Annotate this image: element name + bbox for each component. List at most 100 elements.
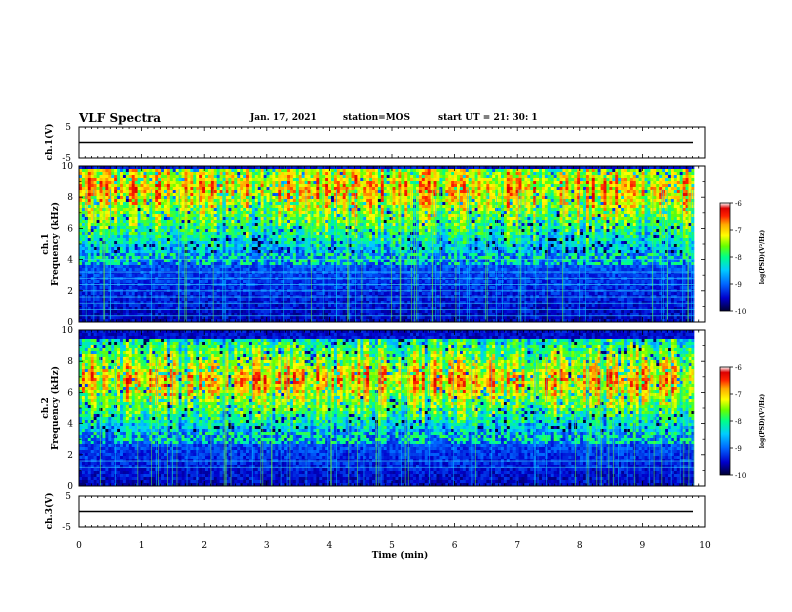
spectrogram-cell bbox=[554, 229, 557, 232]
spectrogram-cell bbox=[618, 220, 621, 223]
spectrogram-cell bbox=[205, 232, 208, 235]
spectrogram-cell bbox=[302, 217, 305, 220]
spectrogram-cell bbox=[653, 172, 656, 175]
spectrogram-cell bbox=[264, 175, 267, 178]
spectrogram-cell bbox=[460, 214, 463, 217]
spectrogram-cell bbox=[428, 199, 431, 202]
spectrogram-cell bbox=[161, 232, 164, 235]
spectrogram-cell bbox=[261, 175, 264, 178]
spectrogram-cell bbox=[436, 232, 439, 235]
spectrogram-cell bbox=[278, 223, 281, 226]
spectrogram-cell bbox=[267, 217, 270, 220]
spectrogram-cell bbox=[337, 187, 340, 190]
spectrogram-cell bbox=[187, 178, 190, 181]
spectrogram-cell bbox=[434, 184, 437, 187]
spectrogram-cell bbox=[141, 211, 144, 214]
spectrogram-cell bbox=[475, 205, 478, 208]
spectrogram-cell bbox=[592, 196, 595, 199]
spectrogram-cell bbox=[504, 217, 507, 220]
spectrogram-cell bbox=[190, 193, 193, 196]
spectrogram-cell bbox=[536, 223, 539, 226]
spectrogram-cell bbox=[158, 226, 161, 229]
spectrogram-cell bbox=[609, 214, 612, 217]
spectrogram-cell bbox=[580, 217, 583, 220]
spectrogram-cell bbox=[231, 211, 234, 214]
spectrogram-cell bbox=[85, 178, 88, 181]
spectrogram-cell bbox=[275, 199, 278, 202]
spectrogram-cell bbox=[287, 169, 290, 172]
spectrogram-cell bbox=[132, 175, 135, 178]
spectrogram-cell bbox=[478, 181, 481, 184]
spectrogram-cell bbox=[580, 169, 583, 172]
spectrogram-cell bbox=[354, 223, 357, 226]
spectrogram-cell bbox=[498, 169, 501, 172]
spectrogram-cell bbox=[542, 187, 545, 190]
spectrogram-cell bbox=[381, 217, 384, 220]
spectrogram-cell bbox=[375, 175, 378, 178]
spectrogram-cell bbox=[395, 217, 398, 220]
spectrogram-cell bbox=[642, 196, 645, 199]
spectrogram-cell bbox=[316, 220, 319, 223]
spectrogram-cell bbox=[483, 169, 486, 172]
spectrogram-cell bbox=[463, 187, 466, 190]
spectrogram-cell bbox=[612, 229, 615, 232]
spectrogram-cell bbox=[313, 181, 316, 184]
spectrogram-cell bbox=[618, 181, 621, 184]
spectrogram-cell bbox=[261, 202, 264, 205]
spectrogram-cell bbox=[190, 232, 193, 235]
spectrogram-cell bbox=[674, 202, 677, 205]
spectrogram-cell bbox=[149, 220, 152, 223]
spectrogram-cell bbox=[601, 226, 604, 229]
spectrogram-cell bbox=[255, 205, 258, 208]
spectrogram-cell bbox=[677, 187, 680, 190]
spectrogram-cell bbox=[190, 211, 193, 214]
spectrogram-cell bbox=[100, 187, 103, 190]
spectrogram-cell bbox=[583, 220, 586, 223]
spectrogram-cell bbox=[287, 190, 290, 193]
spectrogram-cell bbox=[404, 199, 407, 202]
spectrogram-cell bbox=[316, 223, 319, 226]
spectrogram-cell bbox=[331, 184, 334, 187]
spectrogram-cell bbox=[328, 211, 331, 214]
spectrogram-cell bbox=[346, 178, 349, 181]
spectrogram-cell bbox=[258, 220, 261, 223]
spectrogram-cell bbox=[445, 232, 448, 235]
spectrogram-cell bbox=[618, 187, 621, 190]
spectrogram-cell bbox=[199, 175, 202, 178]
spectrogram-cell bbox=[114, 208, 117, 211]
spectrogram-cell bbox=[208, 208, 211, 211]
spectrogram-cell bbox=[527, 211, 530, 214]
spectrogram-cell bbox=[152, 190, 155, 193]
spectrogram-cell bbox=[378, 196, 381, 199]
spectrogram-cell bbox=[422, 187, 425, 190]
spectrogram-cell bbox=[190, 190, 193, 193]
spectrogram-cell bbox=[521, 226, 524, 229]
spectrogram-cell bbox=[243, 223, 246, 226]
spectrogram-cell bbox=[372, 193, 375, 196]
spectrogram-cell bbox=[451, 211, 454, 214]
spectrogram-cell bbox=[217, 187, 220, 190]
spectrogram-cell bbox=[275, 202, 278, 205]
spectrogram-cell bbox=[302, 226, 305, 229]
spectrogram-cell bbox=[612, 175, 615, 178]
spectrogram-cell bbox=[604, 229, 607, 232]
spectrogram-cell bbox=[363, 175, 366, 178]
spectrogram-cell bbox=[161, 196, 164, 199]
spectrogram-cell bbox=[647, 178, 650, 181]
spectrogram-cell bbox=[604, 199, 607, 202]
spectrogram-cell bbox=[501, 175, 504, 178]
spectrogram-cell bbox=[126, 223, 129, 226]
spectrogram-cell bbox=[571, 217, 574, 220]
spectrogram-cell bbox=[132, 229, 135, 232]
spectrogram-cell bbox=[328, 190, 331, 193]
spectrogram-cell bbox=[401, 226, 404, 229]
spectrogram-cell bbox=[627, 220, 630, 223]
spectrogram-cell bbox=[571, 208, 574, 211]
spectrogram-cell bbox=[419, 184, 422, 187]
spectrogram-cell bbox=[401, 229, 404, 232]
spectrogram-cell bbox=[671, 187, 674, 190]
spectrogram-cell bbox=[182, 202, 185, 205]
spectrogram-cell bbox=[366, 172, 369, 175]
spectrogram-cell bbox=[636, 187, 639, 190]
spectrogram-cell bbox=[545, 169, 548, 172]
